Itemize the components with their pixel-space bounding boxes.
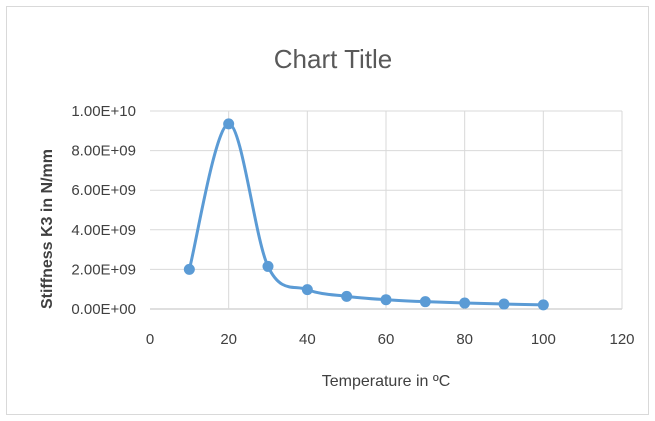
data-point [498,298,510,310]
x-tick-label: 120 [609,331,634,348]
x-tick-label: 60 [378,331,395,348]
x-tick-labels: 0 20 40 60 80 100 120 [146,331,635,348]
data-point [183,263,195,275]
x-tick-label: 20 [220,331,237,348]
x-tick-label: 40 [299,331,316,348]
chart-title: Chart Title [274,44,393,74]
x-axis-label: Temperature in ºC [322,373,451,390]
y-axis-label: Stiffness K3 in N/mm [39,149,56,309]
x-tick-label: 80 [456,331,473,348]
x-tick-label: 0 [146,331,154,348]
data-point [380,294,392,306]
y-tick-label: 8.00E+09 [71,143,136,160]
y-tick-label: 2.00E+09 [71,261,136,278]
data-point [301,284,313,296]
data-point [262,260,274,272]
x-tick-label: 100 [531,331,556,348]
y-tick-labels: 0.00E+00 2.00E+09 4.00E+09 6.00E+09 8.00E+09… [71,103,136,318]
series-layer [183,118,549,311]
gridlines [150,110,623,310]
y-tick-label: 4.00E+09 [71,222,136,239]
y-tick-label: 1.00E+10 [71,103,136,120]
data-point [459,297,471,309]
y-tick-label: 6.00E+09 [71,182,136,199]
data-point [341,290,353,302]
data-point [223,118,235,130]
data-point [537,299,549,311]
data-point [419,296,431,308]
y-tick-label: 0.00E+00 [71,301,136,318]
chart-area [6,6,649,415]
